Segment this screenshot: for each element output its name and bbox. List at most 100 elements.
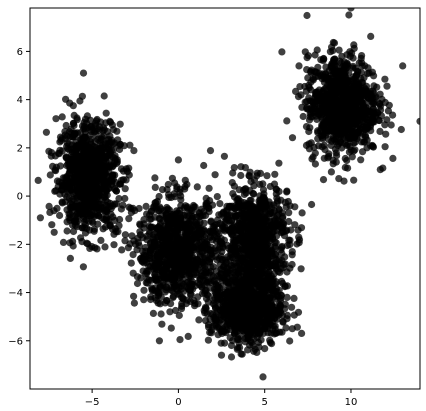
scatter-point — [377, 112, 385, 120]
scatter-point — [184, 253, 192, 261]
scatter-point — [210, 296, 218, 304]
scatter-point — [261, 297, 270, 305]
scatter-point — [258, 320, 266, 328]
scatter-point — [117, 176, 126, 184]
scatter-point — [91, 137, 99, 146]
scatter-point — [71, 212, 79, 220]
scatter-point — [214, 272, 222, 280]
scatter-point — [333, 82, 341, 91]
scatter-point — [73, 114, 81, 122]
scatter-point — [327, 123, 335, 131]
scatter-point — [113, 156, 121, 164]
scatter-point — [351, 64, 360, 72]
scatter-point — [197, 230, 205, 238]
scatter-point — [288, 325, 296, 333]
scatter-point — [108, 178, 116, 186]
scatter-point — [90, 203, 98, 212]
y-tick-label: −4 — [8, 288, 23, 299]
scatter-point — [78, 155, 86, 163]
scatter-point — [59, 238, 68, 246]
scatter-point — [191, 299, 199, 307]
scatter-point — [183, 204, 191, 212]
scatter-point — [200, 219, 208, 227]
scatter-point — [126, 141, 134, 149]
scatter-point — [274, 308, 283, 316]
scatter-point — [325, 78, 333, 86]
scatter-point — [169, 293, 177, 302]
scatter-point — [233, 281, 241, 289]
scatter-point — [98, 135, 106, 144]
scatter-point — [56, 162, 64, 170]
scatter-point — [343, 75, 351, 83]
scatter-point — [109, 126, 118, 134]
scatter-point — [211, 171, 219, 179]
scatter-point — [217, 351, 226, 359]
scatter-point — [179, 271, 187, 279]
scatter-point — [164, 205, 172, 213]
scatter-point — [306, 113, 314, 121]
scatter-point — [349, 122, 357, 130]
scatter-point — [342, 118, 350, 126]
scatter-point — [228, 254, 236, 262]
x-tick-label: −5 — [85, 397, 100, 408]
y-tick-label: 4 — [17, 95, 23, 106]
scatter-point — [329, 47, 337, 55]
scatter-point — [244, 272, 252, 280]
scatter-point — [235, 324, 243, 332]
scatter-point — [376, 127, 384, 135]
scatter-point — [230, 182, 238, 190]
scatter-point — [214, 282, 222, 290]
scatter-point — [285, 236, 293, 244]
scatter-point — [294, 93, 303, 101]
scatter-point — [363, 87, 371, 95]
scatter-point — [376, 102, 385, 110]
scatter-point — [170, 219, 178, 227]
scatter-point — [227, 247, 235, 256]
scatter-point — [384, 107, 392, 115]
scatter-point — [311, 149, 319, 157]
scatter-point — [167, 324, 175, 332]
scatter-point — [66, 165, 74, 173]
scatter-point — [83, 112, 91, 120]
scatter-point — [140, 286, 148, 294]
scatter-point — [283, 188, 291, 196]
scatter-point — [158, 186, 167, 194]
scatter-point — [171, 306, 180, 315]
scatter-point — [327, 168, 335, 176]
scatter-point — [232, 213, 240, 221]
scatter-point — [83, 239, 91, 247]
scatter-point — [36, 214, 45, 222]
scatter-point — [269, 276, 277, 284]
scatter-point — [302, 141, 311, 149]
scatter-point — [101, 192, 109, 201]
scatter-point — [227, 353, 236, 361]
scatter-point — [93, 194, 101, 202]
scatter-point — [148, 284, 156, 292]
scatter-point — [367, 32, 375, 41]
scatter-point — [80, 125, 88, 133]
scatter-point — [76, 162, 84, 170]
scatter-point — [125, 215, 133, 223]
scatter-point — [303, 11, 311, 20]
scatter-point — [95, 151, 103, 159]
scatter-point — [272, 239, 280, 247]
scatter-point — [188, 212, 196, 220]
scatter-point — [245, 263, 253, 271]
scatter-point — [241, 244, 250, 252]
scatter-point — [308, 200, 316, 209]
scatter-point — [304, 74, 312, 82]
y-tick-label: 2 — [17, 143, 23, 154]
scatter-point — [317, 56, 325, 64]
scatter-point — [275, 187, 283, 196]
scatter-point — [199, 290, 207, 298]
scatter-point — [177, 305, 186, 313]
scatter-point — [283, 311, 292, 319]
scatter-point — [200, 306, 208, 314]
scatter-point — [56, 211, 64, 220]
scatter-point — [173, 285, 181, 293]
scatter-point — [87, 182, 95, 190]
scatter-point — [155, 290, 163, 298]
scatter-point — [257, 275, 265, 284]
scatter-point — [248, 338, 256, 346]
scatter-point — [206, 197, 214, 205]
